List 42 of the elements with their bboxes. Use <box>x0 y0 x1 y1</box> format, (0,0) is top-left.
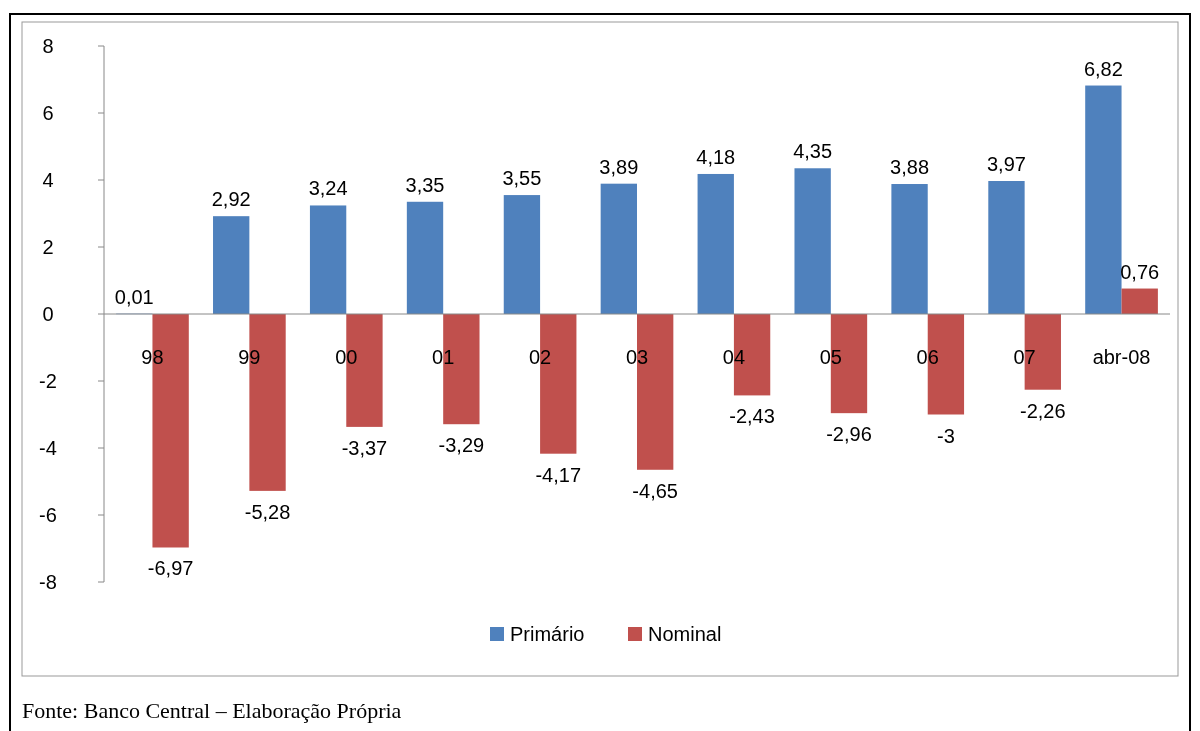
x-tick-label: 07 <box>1013 346 1036 368</box>
y-tick-label: 2 <box>42 236 54 258</box>
data-label: 3,35 <box>405 173 445 196</box>
x-tick-label: 01 <box>432 346 455 368</box>
y-tick-label: -8 <box>39 571 57 593</box>
data-label: 3,97 <box>987 153 1026 176</box>
data-label: -2,26 <box>1020 399 1066 422</box>
y-tick-label: 6 <box>42 102 54 124</box>
x-tick-label: abr-08 <box>1092 346 1151 368</box>
x-tick-label: 04 <box>722 346 746 368</box>
y-tick-label: 0 <box>42 303 54 325</box>
data-label: -3,29 <box>438 434 485 457</box>
legend-label: Nominal <box>648 623 722 645</box>
x-tick-label: 03 <box>625 346 649 368</box>
y-tick-label: -2 <box>39 370 57 392</box>
data-label: 4,18 <box>696 145 736 168</box>
data-label: -4,17 <box>535 463 582 486</box>
data-label: -5,28 <box>244 500 291 523</box>
source-note: Fonte: Banco Central – Elaboração Própria <box>22 698 402 723</box>
x-tick-label: 06 <box>916 346 939 368</box>
y-tick-label: 8 <box>42 35 54 57</box>
x-tick-label: 99 <box>238 346 261 368</box>
data-label: 6,82 <box>1083 57 1123 80</box>
data-label: -4,65 <box>632 479 678 502</box>
y-tick-label: -4 <box>39 437 57 459</box>
data-label: 0,01 <box>114 285 154 308</box>
data-label: 4,35 <box>793 140 833 163</box>
y-tick-label: -6 <box>39 504 57 526</box>
data-label: -2,96 <box>826 423 872 446</box>
data-label: 3,24 <box>308 177 348 200</box>
data-label: -2,43 <box>729 405 775 428</box>
data-label: 3,88 <box>890 156 930 179</box>
data-label: -3,37 <box>341 436 388 459</box>
x-tick-label: 98 <box>141 346 164 368</box>
data-label: 3,89 <box>599 155 639 178</box>
data-label: 0,76 <box>1120 260 1160 283</box>
data-label: 2,92 <box>211 188 251 211</box>
data-label: -6,97 <box>147 557 194 580</box>
data-label: 3,55 <box>502 167 542 190</box>
legend-label: Primário <box>510 623 585 645</box>
data-label: -3 <box>937 424 955 447</box>
y-tick-label: 4 <box>42 169 54 191</box>
